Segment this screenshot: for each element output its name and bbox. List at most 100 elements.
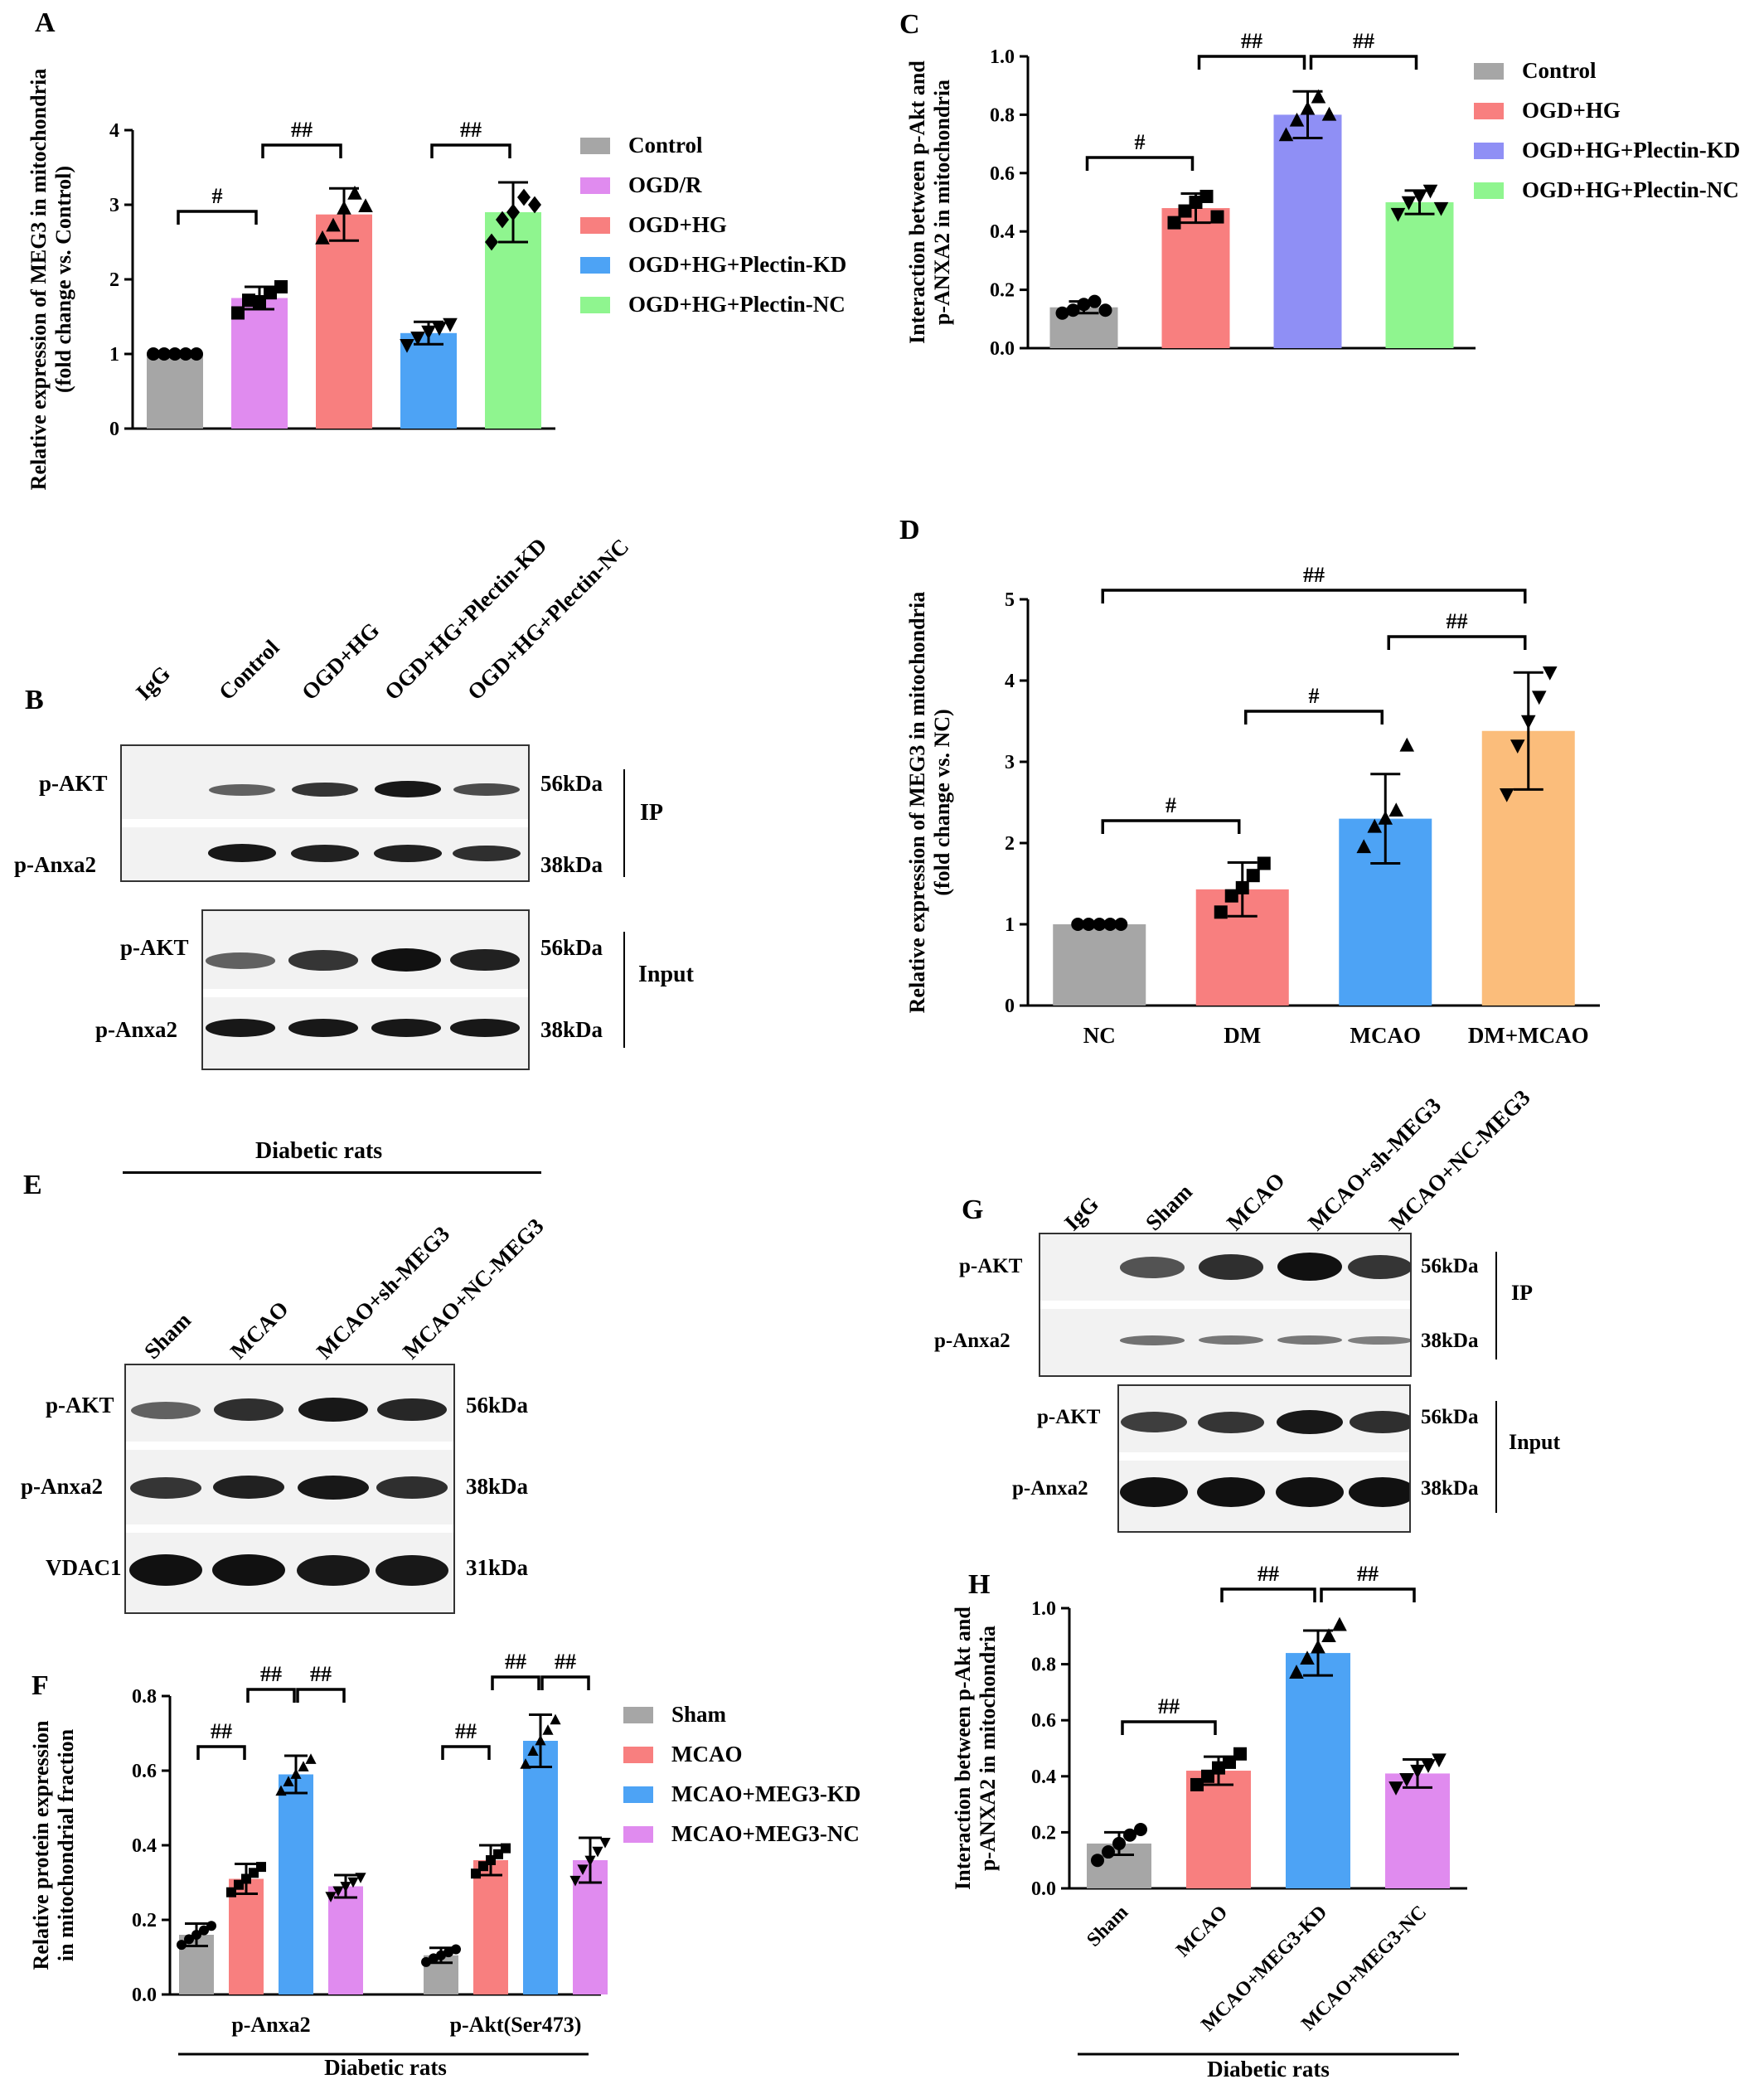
row-label: p-Anxa2: [934, 1330, 1010, 1352]
bracket-line: [1101, 819, 1241, 834]
panel-letter-f: F: [32, 1670, 49, 1701]
data-point: [1201, 1769, 1214, 1783]
bar: [279, 1774, 313, 1994]
blot-band: [450, 1019, 520, 1037]
data-point: [1367, 818, 1383, 833]
legend-entry: OGD+HG+Plectin-NC: [628, 292, 846, 317]
input-bracket: [1495, 1401, 1497, 1513]
blot-band: [1120, 1257, 1185, 1278]
significance-bracket: ##: [1101, 563, 1527, 603]
data-point: [421, 1956, 431, 1967]
data-point: [506, 203, 520, 221]
y-tick-label: 0.6: [990, 163, 1015, 185]
data-point: [147, 347, 160, 361]
blot-band: [1277, 1335, 1342, 1345]
panel-letter-h: H: [968, 1569, 990, 1600]
significance-label: ##: [1158, 1694, 1180, 1718]
blot-separator: [126, 1442, 453, 1450]
significance-bracket: ##: [491, 1650, 540, 1690]
data-point: [443, 317, 458, 332]
x-tick-label: DM: [1224, 1023, 1261, 1048]
y-tick-label: 0.0: [132, 1985, 157, 2006]
bracket-line: [430, 143, 511, 158]
bracket-line: [441, 1745, 491, 1760]
y-axis-label: (fold change vs. NC): [930, 709, 954, 895]
significance-label: #: [1309, 684, 1320, 708]
blot-g-input: [1117, 1384, 1411, 1533]
bracket-line: [1244, 710, 1384, 725]
size-label: 56kDa: [466, 1393, 529, 1418]
data-point: [1300, 1650, 1315, 1665]
row-label: p-Anxa2: [95, 1017, 178, 1042]
blot-band: [453, 783, 520, 797]
blot-band: [371, 1019, 441, 1037]
row-label: VDAC1: [46, 1555, 122, 1580]
significance-label: ##: [310, 1662, 332, 1686]
row-label: p-Anxa2: [1012, 1477, 1088, 1500]
blot-band: [209, 783, 275, 796]
x-tick-label: MCAO: [1350, 1023, 1421, 1048]
significance-label: ##: [555, 1650, 576, 1674]
size-label: 31kDa: [466, 1555, 529, 1580]
size-label: 56kDa: [540, 935, 603, 960]
y-tick-label: 0.8: [1031, 1655, 1056, 1676]
significance-label: ##: [455, 1719, 477, 1743]
blot-separator: [122, 819, 528, 827]
data-point: [305, 1753, 317, 1764]
y-tick-label: 0.4: [1031, 1767, 1056, 1788]
significance-label: ##: [260, 1662, 282, 1686]
data-point: [1224, 889, 1238, 903]
bracket-line: [1121, 1720, 1217, 1735]
legend-swatch: [1474, 63, 1504, 80]
y-axis-label: Relative expression of MEG3 in mitochond…: [905, 592, 929, 1014]
data-point: [340, 1882, 351, 1893]
bar: [1286, 1653, 1350, 1888]
y-tick-label: 0.0: [1031, 1878, 1056, 1900]
y-tick-label: 0.2: [1031, 1822, 1056, 1844]
y-axis-label: Interaction between p-Akt and: [951, 1607, 975, 1890]
data-point: [1077, 298, 1091, 312]
data-point: [1246, 869, 1260, 883]
blot-band: [297, 1554, 370, 1586]
bar: [229, 1878, 264, 1994]
size-label: 56kDa: [1421, 1255, 1479, 1277]
blot-separator: [126, 1524, 453, 1533]
data-point: [1311, 89, 1326, 104]
blot-band: [288, 1019, 358, 1037]
data-point: [1223, 1755, 1236, 1769]
data-point: [168, 347, 182, 361]
chart-H: 0.0 0.2 0.4 0.6 0.8 1.0 Interaction between p-…: [951, 1562, 1467, 2036]
data-point: [347, 1877, 359, 1888]
row-label: p-AKT: [120, 935, 189, 960]
data-point: [274, 280, 288, 293]
blot-band: [374, 844, 442, 862]
legend-entry: Sham: [671, 1702, 727, 1727]
data-point: [1520, 715, 1536, 729]
x-axis-label: Diabetic rats: [324, 2055, 447, 2080]
legend: Sham MCAO MCAO+MEG3-KD MCAO+MEG3-NC: [623, 1702, 860, 1846]
data-point: [577, 1864, 589, 1875]
significance-label: ##: [1241, 29, 1262, 53]
significance-label: ##: [505, 1650, 526, 1674]
y-axis-label: in mitochondrial fraction: [54, 1728, 78, 1961]
data-point: [1388, 1781, 1403, 1796]
data-point: [584, 1855, 596, 1867]
data-point: [550, 1713, 561, 1725]
blot-band: [131, 1401, 201, 1419]
blot-band: [288, 950, 358, 971]
data-point: [177, 1940, 187, 1951]
significance-bracket: ##: [540, 1650, 590, 1690]
data-point: [326, 217, 341, 232]
legend: Control OGD/R OGD+HG OGD+HG+Plectin-KD OGD+H…: [580, 133, 846, 317]
data-point: [517, 188, 531, 206]
blot-b-input: [201, 909, 530, 1070]
significance-label: ##: [1353, 29, 1374, 53]
data-point: [436, 1950, 446, 1960]
data-point: [337, 200, 351, 215]
chart-D: 0 1 2 3 4 5 Relative expression of MEG3 in mit…: [905, 563, 1600, 1048]
data-point: [1321, 1628, 1336, 1642]
bracket-line: [1309, 55, 1418, 70]
y-tick-label: 0: [1005, 996, 1015, 1017]
significance-label: #: [1135, 130, 1146, 154]
